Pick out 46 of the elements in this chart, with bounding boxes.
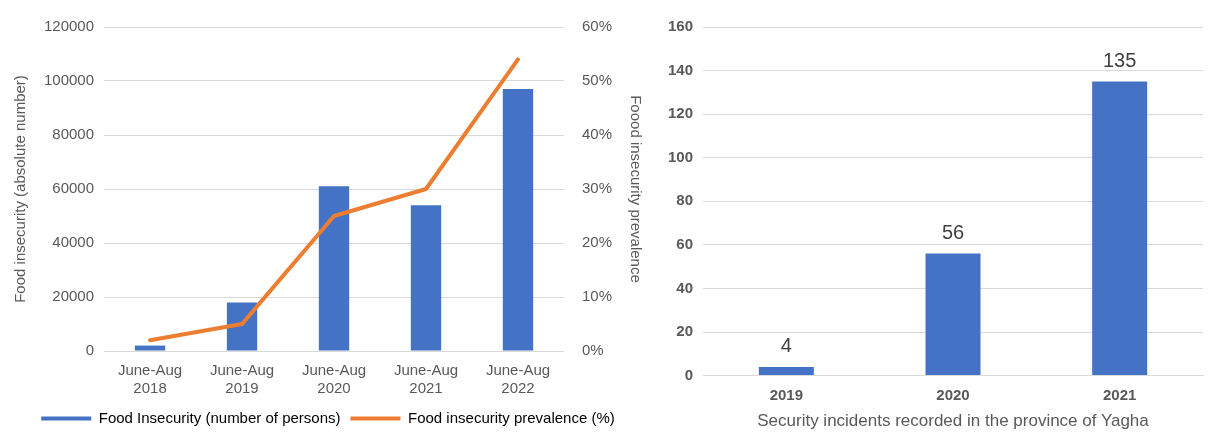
y2-tick-label: 40% [581, 125, 613, 143]
legend-label: Food insecurity prevalence (%) [408, 408, 615, 426]
x-tick-label: June-Aug 2019 [209, 361, 275, 397]
x-tick-label: 2019 [769, 385, 804, 403]
y-tick-label: 20 [676, 322, 694, 340]
x-tick-label: 2021 [1102, 385, 1137, 403]
y2-tick-label: 10% [581, 287, 613, 305]
y-tick-label: 60000 [52, 179, 95, 197]
y-tick-label: 100 [668, 147, 694, 165]
bar [925, 253, 981, 376]
y-tick-label: 60 [676, 235, 694, 253]
y-tick-label: 40 [676, 278, 694, 296]
y2-tick-label: 0% [581, 341, 604, 359]
bar [318, 186, 350, 351]
y-tick-label: 80000 [52, 125, 95, 143]
y-tick-label: 120 [668, 104, 694, 122]
y2-tick-label: 30% [581, 179, 613, 197]
x-axis-title: Security incidents recorded in the province of Yagha [757, 411, 1150, 431]
bar [134, 345, 166, 351]
y2-axis-title: Foood insecurity prevalence [627, 95, 645, 283]
y-tick-label: 120000 [43, 17, 95, 35]
y2-tick-label: 50% [581, 71, 613, 89]
x-tick-label: 2020 [936, 385, 970, 403]
y-tick-label: 100000 [43, 71, 95, 89]
data-label: 56 [941, 221, 965, 244]
x-tick-label: June-Aug 2020 [301, 361, 367, 397]
y-tick-label: 80 [676, 191, 694, 209]
y-tick-label: 160 [668, 17, 694, 35]
data-label: 4 [780, 334, 792, 357]
x-tick-label: June-Aug 2018 [117, 361, 183, 397]
data-label: 135 [1102, 48, 1137, 71]
y2-tick-label: 60% [581, 17, 613, 35]
y2-tick-label: 20% [581, 233, 613, 251]
y-tick-label: 0 [85, 341, 95, 359]
bar [1092, 81, 1148, 376]
y-tick-label: 140 [668, 60, 694, 78]
y-tick-label: 20000 [52, 287, 95, 305]
legend-label: Food Insecurity (number of persons) [98, 408, 341, 426]
y-tick-label: 40000 [52, 233, 95, 251]
x-tick-label: June-Aug 2021 [393, 361, 459, 397]
y-axis-title: Food insecurity (absolute number) [11, 75, 29, 303]
bar [502, 89, 534, 351]
bar [410, 205, 442, 351]
x-tick-label: June-Aug 2022 [485, 361, 551, 397]
y-tick-label: 0 [684, 365, 694, 383]
bar [758, 366, 814, 376]
